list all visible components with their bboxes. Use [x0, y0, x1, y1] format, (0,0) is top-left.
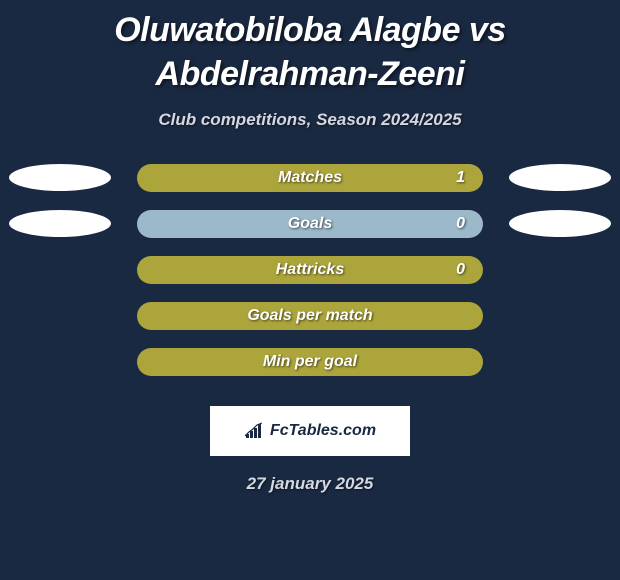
stat-label: Matches — [278, 169, 342, 187]
page-title: Oluwatobiloba Alagbe vs Abdelrahman-Zeen… — [0, 0, 620, 96]
stat-row: Min per goal — [0, 348, 620, 394]
stat-bar: Min per goal — [137, 348, 483, 376]
stat-label: Hattricks — [276, 261, 344, 279]
stat-row: Goals per match — [0, 302, 620, 348]
badge-text: FcTables.com — [270, 422, 376, 440]
right-bubble — [509, 164, 611, 191]
source-badge: FcTables.com — [210, 406, 410, 456]
left-bubble — [9, 164, 111, 191]
stat-bar: Hattricks 0 — [137, 256, 483, 284]
date-label: 27 january 2025 — [0, 474, 620, 494]
stat-bar: Goals 0 — [137, 210, 483, 238]
stat-label: Min per goal — [263, 353, 357, 371]
stat-value: 0 — [456, 215, 465, 233]
left-bubble — [9, 210, 111, 237]
stat-label: Goals per match — [247, 307, 372, 325]
subtitle: Club competitions, Season 2024/2025 — [0, 110, 620, 130]
stats-section: Matches 1 Goals 0 Hattricks 0 Goals per match M… — [0, 164, 620, 394]
stat-bar: Matches 1 — [137, 164, 483, 192]
stat-row: Goals 0 — [0, 210, 620, 256]
stat-label: Goals — [288, 215, 332, 233]
stat-value: 1 — [456, 169, 465, 187]
chart-icon — [244, 422, 266, 440]
infographic-container: Oluwatobiloba Alagbe vs Abdelrahman-Zeen… — [0, 0, 620, 580]
stat-value: 0 — [456, 261, 465, 279]
stat-bar: Goals per match — [137, 302, 483, 330]
stat-row: Matches 1 — [0, 164, 620, 210]
stat-row: Hattricks 0 — [0, 256, 620, 302]
right-bubble — [509, 210, 611, 237]
